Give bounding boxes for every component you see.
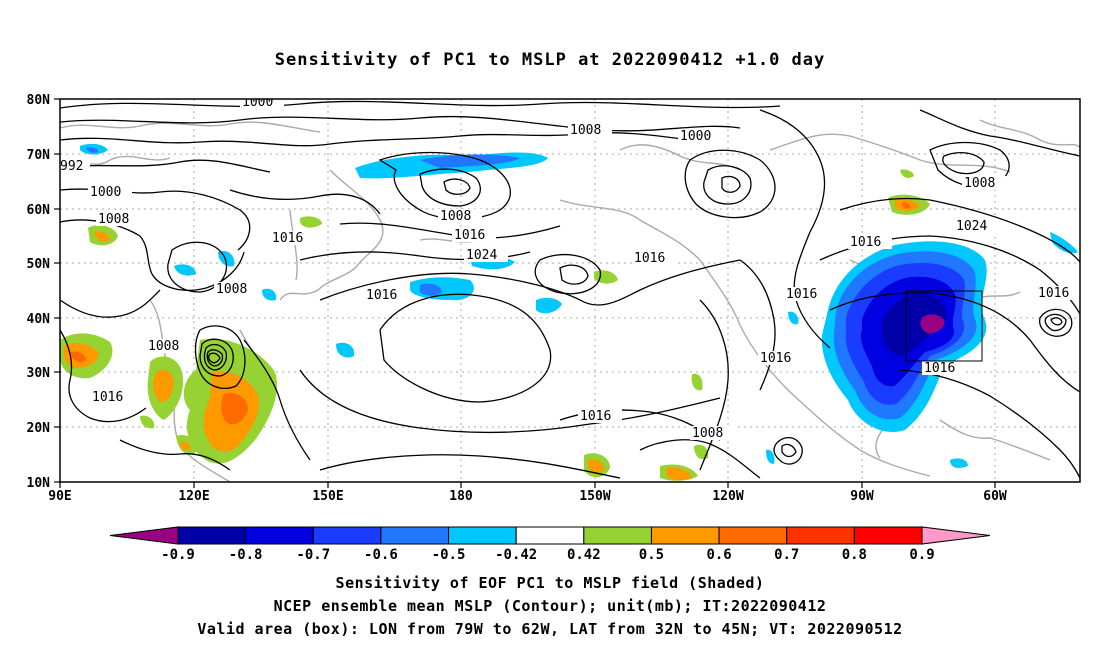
contour-label: 1008 bbox=[692, 426, 723, 441]
contour-label: 1016 bbox=[366, 288, 397, 303]
contour-label: 1008 bbox=[148, 339, 179, 354]
colorbar-left-triangle bbox=[109, 526, 179, 545]
colorbar-label: 0.7 bbox=[774, 547, 799, 563]
contour-label: 1016 bbox=[760, 351, 791, 366]
lon-tick-label: 90E bbox=[48, 489, 71, 504]
mslp-contours bbox=[60, 100, 1080, 479]
colorbar-swatch bbox=[718, 526, 788, 545]
colorbar-swatch bbox=[312, 526, 382, 545]
lon-tick-labels: 90E 120E 150E 180 150W 120W 90W 60W bbox=[48, 489, 1007, 504]
negative-sensitivity-shading bbox=[80, 143, 1078, 468]
contour-label: 1008 bbox=[964, 176, 995, 191]
contour-label: 1008 bbox=[216, 282, 247, 297]
colorbar-label: -0.9 bbox=[161, 547, 195, 563]
lon-tick-label: 120W bbox=[712, 489, 743, 504]
contour-label: 1024 bbox=[956, 219, 987, 234]
lat-tick-label: 30N bbox=[27, 366, 51, 381]
colorbar bbox=[109, 526, 991, 545]
contour-labels: 1000 1008 1000 992 1000 1008 1016 1008 1… bbox=[60, 95, 1080, 441]
colorbar-labels: -0.9 -0.8 -0.7 -0.6 -0.5 -0.42 0.42 0.5 0.6 0.7 0.… bbox=[161, 547, 935, 563]
colorbar-label: 0.42 bbox=[567, 547, 601, 563]
contour-label: 1016 bbox=[454, 228, 485, 243]
lon-tick-label: 90W bbox=[850, 489, 874, 504]
colorbar-swatch bbox=[448, 526, 517, 545]
lat-tick-label: 20N bbox=[27, 421, 51, 436]
footer-line-contour: NCEP ensemble mean MSLP (Contour); unit(… bbox=[273, 597, 827, 615]
contour-label: 1000 bbox=[680, 129, 711, 144]
contour-label: 1016 bbox=[92, 390, 123, 405]
contour-label: 1016 bbox=[272, 231, 303, 246]
colorbar-right-triangle bbox=[921, 526, 991, 545]
contour-label: 1008 bbox=[98, 212, 129, 227]
contour-label: 1016 bbox=[786, 287, 817, 302]
lon-tick-label: 150E bbox=[312, 489, 343, 504]
valid-area-box bbox=[905, 290, 983, 362]
footer-line-valid-area: Valid area (box): LON from 79W to 62W, L… bbox=[197, 620, 903, 638]
lon-tick-label: 150W bbox=[579, 489, 610, 504]
lat-tick-label: 80N bbox=[27, 93, 51, 108]
colorbar-label: 0.5 bbox=[639, 547, 664, 563]
lat-tick-label: 10N bbox=[27, 476, 51, 491]
colorbar-swatch bbox=[853, 526, 923, 545]
colorbar-swatch bbox=[583, 526, 652, 545]
contour-label: 992 bbox=[60, 159, 83, 174]
colorbar-label: -0.7 bbox=[296, 547, 330, 563]
contour-label: 1008 bbox=[440, 209, 471, 224]
colorbar-swatch bbox=[380, 526, 450, 545]
tick-marks bbox=[54, 98, 996, 488]
colorbar-swatch bbox=[245, 526, 314, 545]
colorbar-swatch bbox=[515, 526, 585, 545]
colorbar-swatch bbox=[786, 526, 855, 545]
colorbar-label: 0.9 bbox=[909, 547, 934, 563]
contour-label: 1016 bbox=[634, 251, 665, 266]
contour-label: 1000 bbox=[90, 185, 121, 200]
colorbar-label: -0.8 bbox=[229, 547, 263, 563]
colorbar-label: -0.6 bbox=[364, 547, 398, 563]
lat-tick-labels: 80N 70N 60N 50N 40N 30N 20N 10N bbox=[27, 93, 51, 491]
positive-sensitivity-shading bbox=[60, 169, 930, 481]
lat-tick-label: 40N bbox=[27, 312, 51, 327]
contour-label: 1008 bbox=[570, 123, 601, 138]
lat-tick-label: 60N bbox=[27, 203, 51, 218]
lat-tick-label: 50N bbox=[27, 257, 51, 272]
colorbar-swatch bbox=[650, 526, 720, 545]
contour-label: 1016 bbox=[924, 361, 955, 376]
plot-frame bbox=[59, 98, 1081, 483]
lon-tick-label: 60W bbox=[983, 489, 1007, 504]
lat-tick-label: 70N bbox=[27, 148, 51, 163]
contour-label: 1016 bbox=[850, 235, 881, 250]
colorbar-label: 0.8 bbox=[842, 547, 867, 563]
map-title: Sensitivity of PC1 to MSLP at 2022090412… bbox=[274, 50, 826, 70]
colorbar-label: 0.6 bbox=[706, 547, 731, 563]
contour-label: 1000 bbox=[242, 95, 273, 110]
colorbar-swatch bbox=[177, 526, 247, 545]
contour-label: 1016 bbox=[1038, 286, 1069, 301]
lon-tick-label: 180 bbox=[449, 489, 473, 504]
contour-label: 1016 bbox=[580, 409, 611, 424]
colorbar-label: -0.42 bbox=[495, 547, 537, 563]
lon-tick-label: 120E bbox=[178, 489, 209, 504]
contour-label: 1024 bbox=[466, 248, 497, 263]
colorbar-label: -0.5 bbox=[432, 547, 466, 563]
footer-line-shading: Sensitivity of EOF PC1 to MSLP field (Sh… bbox=[335, 574, 765, 592]
